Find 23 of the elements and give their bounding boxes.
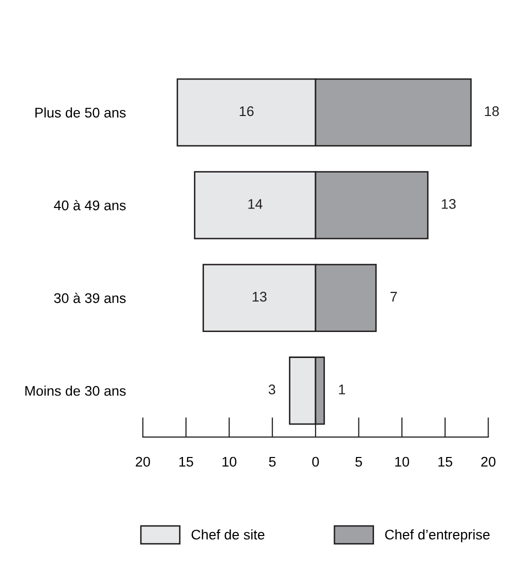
x-tick-label: 10 <box>222 456 236 467</box>
data-label: 13 <box>252 292 267 302</box>
legend-label: Chef de site <box>192 529 264 540</box>
x-tick-label: 20 <box>481 456 496 467</box>
x-tick-label: 10 <box>395 456 410 467</box>
y-tick-label: Moins de 30 ans <box>25 386 126 396</box>
y-tick-label: 40 à 49 ans <box>54 200 126 210</box>
data-label: 7 <box>390 292 397 302</box>
x-tick-label: 5 <box>355 456 362 467</box>
data-label: 16 <box>240 106 254 116</box>
data-label: 1 <box>339 384 346 394</box>
x-tick-label: 0 <box>312 456 319 467</box>
y-tick-label: Plus de 50 ans <box>35 107 126 118</box>
x-tick-label: 20 <box>136 456 150 467</box>
data-label: 14 <box>248 199 262 209</box>
data-label: 3 <box>268 384 276 394</box>
data-label: 18 <box>485 106 499 116</box>
x-tick-label: 5 <box>269 456 276 467</box>
x-tick-label: 15 <box>438 456 452 467</box>
y-tick-label: 30 à 39 ans <box>54 292 126 304</box>
x-tick-label: 15 <box>179 456 194 467</box>
data-label: 13 <box>442 199 456 209</box>
legend-label: Chef d’entreprise <box>385 529 490 542</box>
